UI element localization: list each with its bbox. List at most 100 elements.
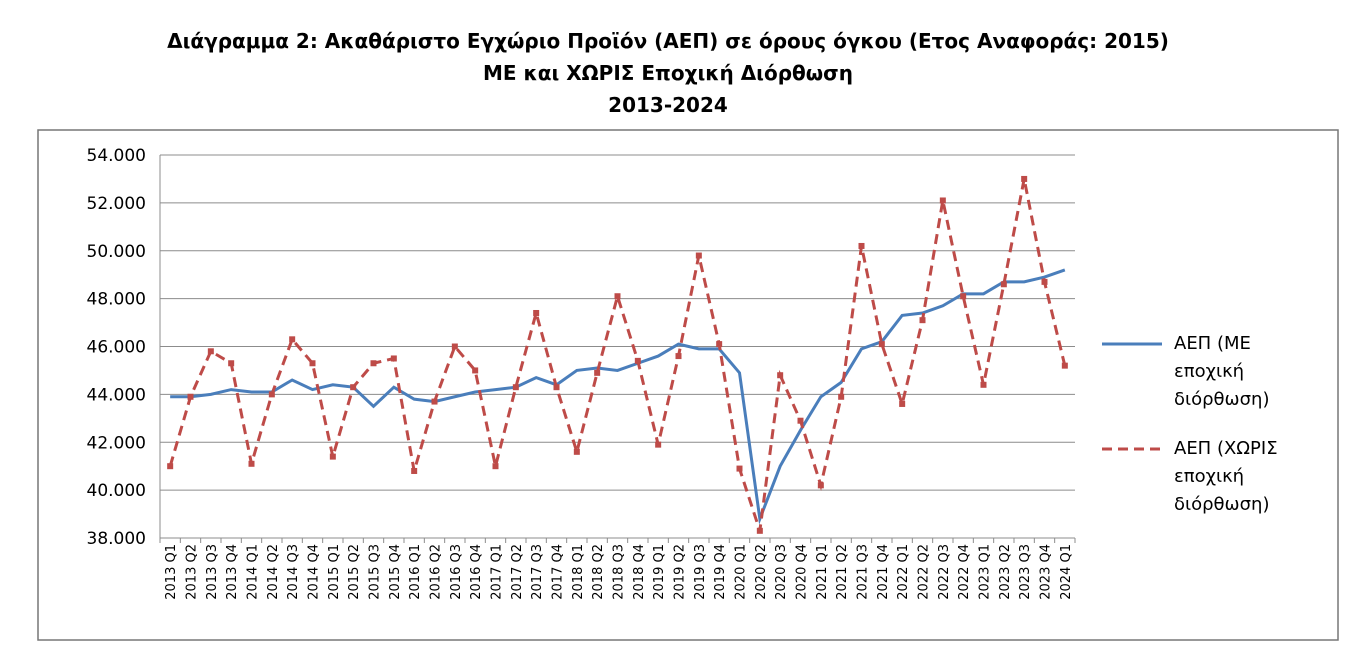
legend-item: ΑΕΠ (ΜΕ εποχική διόρθωση) — [1100, 330, 1330, 414]
x-tick-label: 2013 Q1 — [164, 544, 179, 600]
point-marker — [838, 393, 845, 400]
legend-item: ΑΕΠ (ΧΩΡΙΣ εποχική διόρθωση) — [1100, 435, 1330, 519]
x-tick-label: 2020 Q4 — [795, 544, 810, 600]
x-tick-label: 2015 Q3 — [368, 544, 383, 600]
point-marker — [512, 384, 519, 391]
point-marker — [939, 197, 946, 204]
x-tick-label: 2016 Q3 — [449, 544, 464, 600]
point-marker — [614, 293, 621, 300]
x-tick-label: 2020 Q1 — [734, 544, 749, 600]
x-tick-label: 2022 Q3 — [937, 544, 952, 600]
point-marker — [553, 384, 560, 391]
legend-label: ΑΕΠ (ΧΩΡΙΣ εποχική διόρθωση) — [1174, 438, 1278, 515]
y-tick-label: 54.000 — [87, 146, 146, 166]
point-marker — [777, 372, 784, 379]
legend-label: ΑΕΠ (ΜΕ εποχική διόρθωση) — [1174, 333, 1270, 410]
point-marker — [187, 393, 194, 400]
x-tick-label: 2019 Q2 — [673, 544, 688, 600]
chart-title: ΜΕ και ΧΩΡΙΣ Εποχική Διόρθωση — [483, 61, 853, 85]
chart-title: Διάγραμμα 2: Ακαθάριστο Εγχώριο Προϊόν (… — [167, 29, 1169, 53]
chart-title: 2013-2024 — [608, 93, 728, 117]
point-marker — [350, 384, 357, 391]
point-marker — [1000, 281, 1007, 288]
point-marker — [594, 369, 601, 376]
x-tick-label: 2014 Q3 — [286, 544, 301, 600]
point-marker — [207, 348, 214, 355]
x-tick-label: 2017 Q3 — [530, 544, 545, 600]
x-tick-label: 2023 Q2 — [998, 544, 1013, 600]
y-tick-label: 46.000 — [87, 338, 146, 358]
y-tick-label: 52.000 — [87, 194, 146, 214]
y-tick-label: 48.000 — [87, 290, 146, 310]
point-marker — [431, 398, 438, 405]
x-tick-label: 2013 Q4 — [225, 544, 240, 600]
x-tick-label: 2018 Q3 — [612, 544, 627, 600]
x-tick-label: 2017 Q2 — [510, 544, 525, 600]
chart-border — [37, 129, 1339, 641]
y-tick-label: 42.000 — [87, 433, 146, 453]
x-tick-label: 2022 Q4 — [957, 544, 972, 600]
x-tick-label: 2016 Q2 — [429, 544, 444, 600]
point-marker — [390, 355, 397, 362]
point-marker — [1021, 175, 1028, 182]
point-marker — [329, 453, 336, 460]
point-marker — [899, 400, 906, 407]
point-marker — [167, 463, 174, 470]
x-tick-label: 2023 Q4 — [1039, 544, 1054, 600]
point-marker — [268, 391, 275, 398]
point-marker — [533, 309, 540, 316]
x-tick-label: 2016 Q1 — [408, 544, 423, 600]
x-tick-label: 2017 Q4 — [551, 544, 566, 600]
point-marker — [1041, 278, 1048, 285]
point-marker — [797, 417, 804, 424]
x-tick-label: 2022 Q2 — [917, 544, 932, 600]
legend-swatch — [1102, 342, 1162, 346]
series-line — [168, 178, 1067, 532]
point-marker — [228, 360, 235, 367]
point-marker — [695, 252, 702, 259]
point-marker — [573, 448, 580, 455]
x-tick-label: 2019 Q1 — [652, 544, 667, 600]
x-tick-label: 2021 Q1 — [815, 544, 830, 600]
point-marker — [472, 367, 479, 374]
point-marker — [756, 527, 763, 534]
x-tick-label: 2021 Q3 — [856, 544, 871, 600]
x-tick-label: 2014 Q4 — [307, 544, 322, 600]
x-tick-label: 2015 Q2 — [347, 544, 362, 600]
y-tick-label: 50.000 — [87, 242, 146, 262]
point-marker — [878, 341, 885, 348]
point-marker — [960, 293, 967, 300]
point-marker — [634, 357, 641, 364]
point-marker — [411, 467, 418, 474]
point-marker — [675, 353, 682, 360]
x-tick-label: 2013 Q3 — [205, 544, 220, 600]
x-tick-label: 2015 Q4 — [388, 544, 403, 600]
x-tick-label: 2013 Q2 — [185, 544, 200, 600]
x-tick-label: 2015 Q1 — [327, 544, 342, 600]
x-tick-label: 2018 Q2 — [591, 544, 606, 600]
point-marker — [919, 317, 926, 324]
x-tick-label: 2020 Q2 — [754, 544, 769, 600]
x-tick-label: 2018 Q4 — [632, 544, 647, 600]
x-tick-label: 2023 Q3 — [1018, 544, 1033, 600]
x-tick-label: 2022 Q1 — [896, 544, 911, 600]
point-marker — [655, 441, 662, 448]
x-tick-label: 2020 Q3 — [774, 544, 789, 600]
x-tick-label: 2021 Q4 — [876, 544, 891, 600]
y-tick-label: 44.000 — [87, 385, 146, 405]
point-marker — [736, 465, 743, 472]
point-marker — [492, 463, 499, 470]
point-marker — [980, 381, 987, 388]
point-marker — [451, 343, 458, 350]
point-marker — [817, 482, 824, 489]
x-tick-label: 2019 Q4 — [713, 544, 728, 600]
point-marker — [289, 336, 296, 343]
x-tick-label: 2017 Q1 — [490, 544, 505, 600]
y-tick-label: 40.000 — [87, 481, 146, 501]
point-marker — [248, 460, 255, 467]
point-marker — [1061, 362, 1068, 369]
x-tick-label: 2014 Q1 — [246, 544, 261, 600]
y-tick-label: 38.000 — [87, 529, 146, 549]
